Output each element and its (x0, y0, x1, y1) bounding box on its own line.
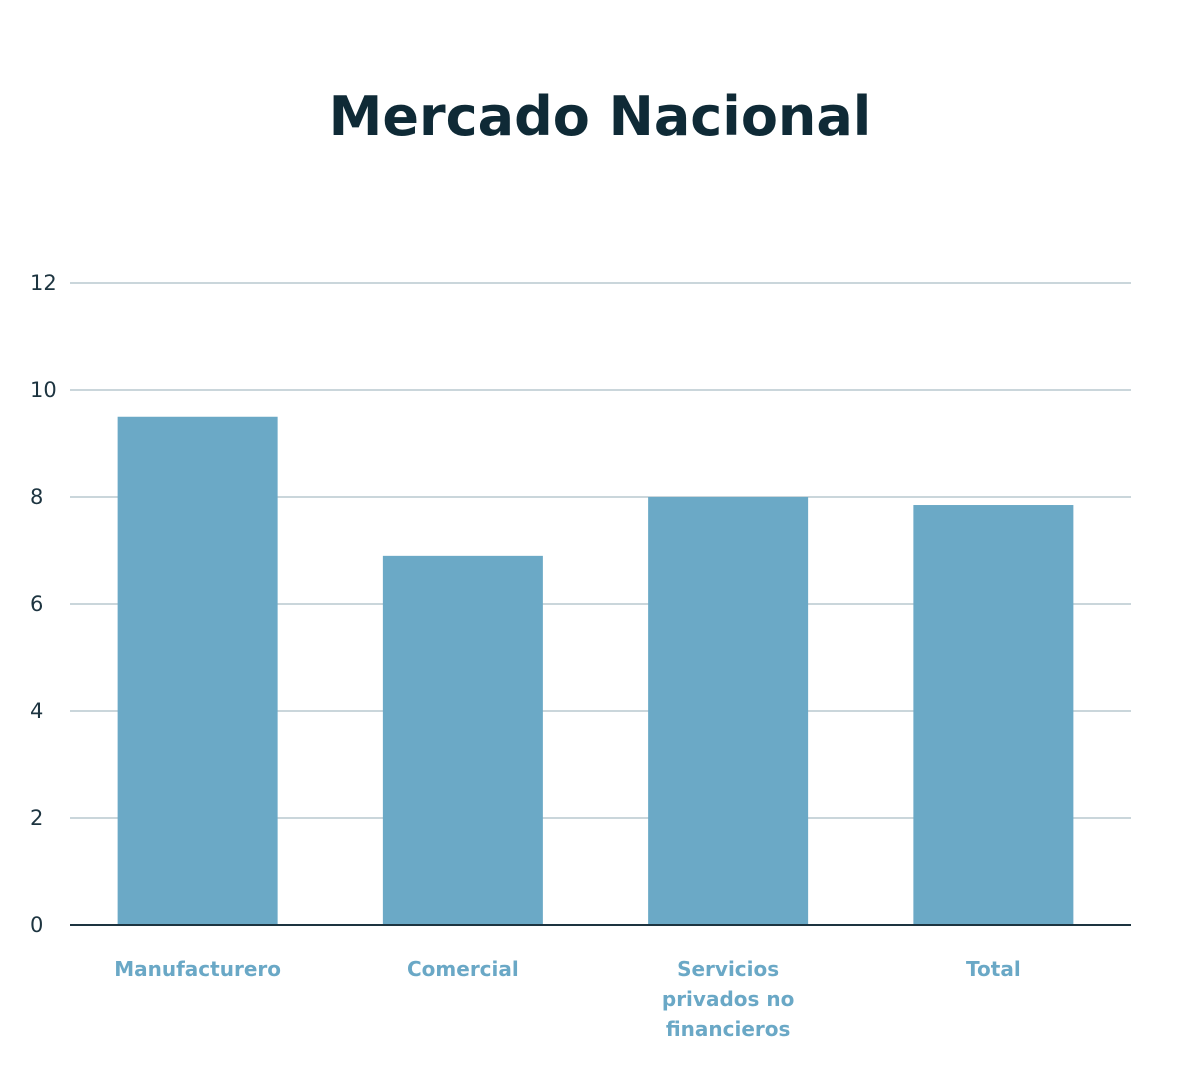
y-tick-label: 2 (30, 806, 43, 830)
chart-title: Mercado Nacional (329, 85, 872, 148)
bars (117, 416, 1074, 925)
x-tick-label: Total (966, 957, 1021, 981)
x-tick-label: Manufacturero (114, 957, 281, 981)
y-tick-label: 6 (30, 592, 43, 616)
y-tick-label: 12 (30, 271, 57, 295)
bar (913, 505, 1074, 925)
bar (382, 555, 543, 925)
y-tick-label: 8 (30, 485, 43, 509)
y-tick-label: 4 (30, 699, 43, 723)
bar (648, 497, 809, 925)
y-tick-label: 0 (30, 913, 43, 937)
y-axis-ticks: 0 2 4 6 8 10 12 (30, 271, 57, 937)
x-axis-labels: Manufacturero Comercial Servicios privados … (114, 957, 1020, 1041)
x-tick-label: Servicios privados no financieros (662, 957, 794, 1041)
bar (117, 416, 278, 925)
y-tick-label: 10 (30, 378, 57, 402)
x-tick-label: Comercial (407, 957, 519, 981)
